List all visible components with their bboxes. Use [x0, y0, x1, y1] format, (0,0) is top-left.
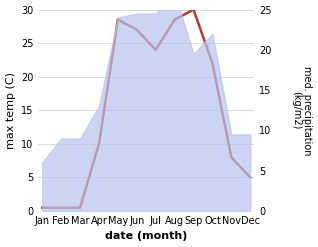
X-axis label: date (month): date (month): [105, 231, 187, 242]
Y-axis label: max temp (C): max temp (C): [5, 72, 16, 149]
Y-axis label: med. precipitation
(kg/m2): med. precipitation (kg/m2): [291, 65, 313, 155]
